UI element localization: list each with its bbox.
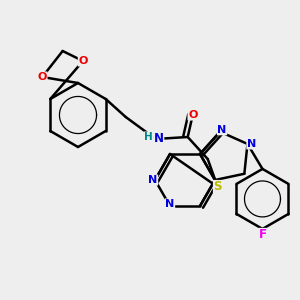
Text: O: O (78, 56, 88, 66)
Text: S: S (214, 181, 222, 194)
Text: N: N (247, 139, 256, 149)
Text: N: N (218, 125, 227, 135)
Text: N: N (165, 199, 175, 209)
Text: N: N (148, 175, 158, 185)
Text: O: O (188, 110, 197, 120)
Text: N: N (154, 133, 164, 146)
Text: O: O (38, 72, 47, 82)
Text: F: F (259, 228, 266, 242)
Text: H: H (144, 132, 153, 142)
